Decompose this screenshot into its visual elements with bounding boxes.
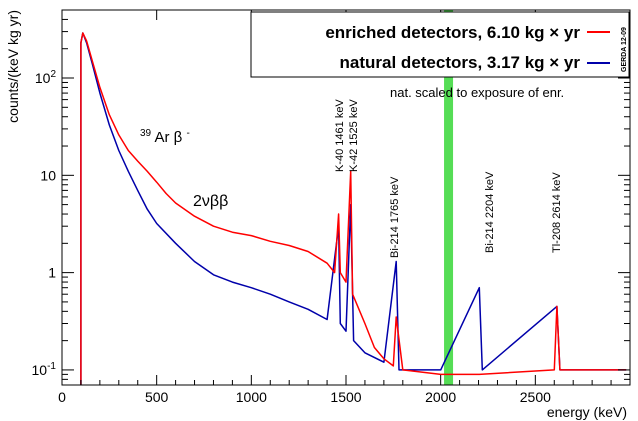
legend-box: enriched detectors, 6.10 kg × yr natural… <box>250 11 630 78</box>
bi214-2204-label: Bi-214 2204 keV <box>484 171 496 253</box>
gerda-watermark: GERDA 12-09 <box>621 27 628 72</box>
blind-window-band <box>444 10 454 385</box>
legend-frame <box>250 11 630 78</box>
y-tick-label: 10 <box>40 167 56 183</box>
x-axis-label: energy (keV) <box>547 404 627 420</box>
ar39-main: Ar β <box>154 129 182 146</box>
y-tick-exponent: -1 <box>47 361 56 372</box>
ar39-label: 39 Ar β - <box>140 123 190 146</box>
ar39-sup: 39 <box>140 128 152 139</box>
y-tick-label: 10-1 <box>32 361 57 378</box>
x-tick-label: 2000 <box>425 389 456 405</box>
bi214-1765-label: Bi-214 1765 keV <box>389 176 401 258</box>
x-tick-label: 1000 <box>236 389 267 405</box>
series-line-enriched <box>80 32 627 385</box>
2nbb-label: 2νββ <box>193 193 228 210</box>
legend-label-enriched: enriched detectors, 6.10 kg × yr <box>325 23 580 42</box>
ar39-sup2: - <box>186 128 189 139</box>
k40-line-label: K-40 1461 keV <box>334 99 346 172</box>
x-tick-label: 500 <box>145 389 169 405</box>
y-axis-label: counts/(keV kg yr) <box>5 10 21 123</box>
y-tick-exponent: 2 <box>50 69 56 80</box>
y-tick-base: 10 <box>35 70 51 86</box>
legend-label-natural: natural detectors, 3.17 kg × yr <box>340 53 581 72</box>
scaling-note: nat. scaled to exposure of enr. <box>390 85 564 100</box>
y-tick-base: 10 <box>32 362 48 378</box>
y-tick-label: 1 <box>48 265 56 281</box>
k42-line-label: K-42 1525 keV <box>348 99 360 172</box>
x-tick-label: 1500 <box>330 389 361 405</box>
plot-frame <box>61 9 631 386</box>
y-tick-label: 102 <box>35 69 57 86</box>
x-tick-label: 0 <box>58 389 66 405</box>
tl208-2614-label: Tl-208 2614 keV <box>551 172 563 253</box>
x-tick-label: 2500 <box>520 389 551 405</box>
